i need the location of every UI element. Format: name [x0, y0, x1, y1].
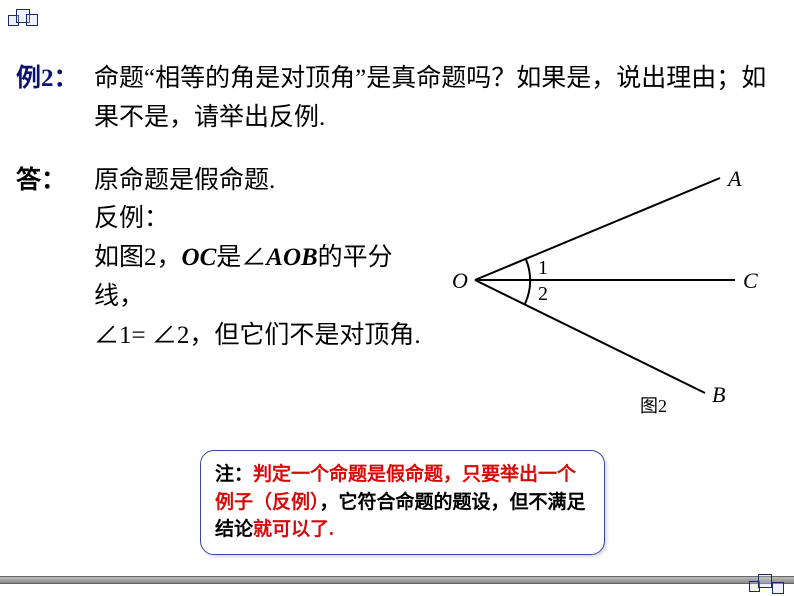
- answer-line4: ∠1= ∠2，但它们不是对顶角.: [94, 317, 424, 356]
- example-label: 例2：: [16, 60, 94, 99]
- figure-caption: 图2: [640, 392, 667, 418]
- angle-bisector-svg: O A C B 1 2: [440, 168, 770, 418]
- question-text: 命题“相等的角是对顶角”是真命题吗？如果是，说出理由；如果不是，请举出反例.: [94, 60, 776, 138]
- ray-OA: [475, 178, 720, 280]
- label-angle1: 1: [538, 257, 548, 279]
- ray-OB: [475, 280, 705, 393]
- note-red2: 就可以了.: [253, 519, 334, 540]
- label-O: O: [452, 268, 468, 293]
- example-row: 例2： 命题“相等的角是对顶角”是真命题吗？如果是，说出理由；如果不是，请举出反…: [16, 60, 776, 138]
- answer-line2: 反例：: [94, 200, 424, 239]
- angle-arc: [525, 259, 530, 304]
- label-C: C: [743, 268, 758, 293]
- answer-line3: 如图2，OC是∠AOB的平分线，: [94, 239, 424, 317]
- label-angle2: 2: [538, 283, 548, 305]
- footer-decoration: [0, 574, 794, 596]
- label-B: B: [712, 382, 725, 407]
- note-box: 注：判定一个命题是假命题，只要举出一个例子（反例），它符合命题的题设，但不满足结…: [200, 450, 605, 555]
- label-A: A: [726, 168, 742, 191]
- answer-line1: 原命题是假命题.: [94, 162, 424, 201]
- note-prefix: 注：: [215, 464, 253, 485]
- corner-decoration-top: [8, 9, 108, 29]
- answer-body: 原命题是假命题. 反例： 如图2，OC是∠AOB的平分线， ∠1= ∠2，但它们…: [94, 162, 424, 356]
- answer-label: 答：: [16, 162, 94, 201]
- figure-diagram: O A C B 1 2: [440, 168, 770, 418]
